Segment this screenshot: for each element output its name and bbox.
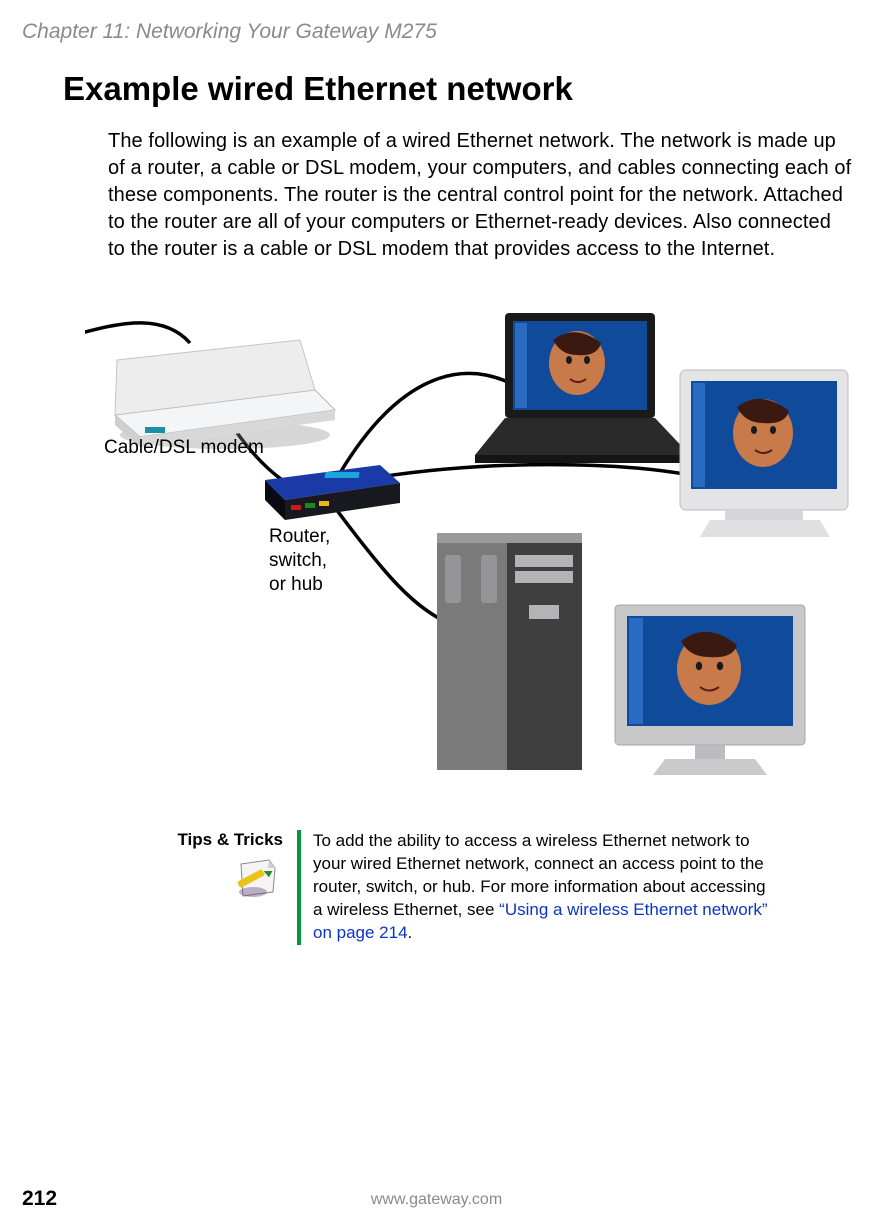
modem-label: Cable/DSL modem: [104, 437, 264, 459]
tips-text-after: .: [408, 923, 413, 942]
pencil-note-icon: [235, 858, 283, 900]
router-label: Router, switch, or hub: [269, 525, 330, 596]
footer-url: www.gateway.com: [0, 1191, 873, 1209]
network-diagram: [85, 305, 855, 785]
chapter-header: Chapter 11: Networking Your Gateway M275: [22, 20, 437, 44]
router-label-line2: switch,: [269, 550, 327, 571]
modem-device: [115, 340, 335, 449]
router-label-line1: Router,: [269, 526, 330, 547]
router-device: [265, 465, 400, 520]
tips-block: Tips & Tricks To add the ability to acce…: [148, 830, 768, 945]
router-label-line3: or hub: [269, 574, 323, 595]
lcd-monitor-device: [615, 605, 805, 775]
page-title: Example wired Ethernet network: [63, 70, 573, 108]
crt-monitor-device: [680, 370, 848, 537]
intro-paragraph: The following is an example of a wired E…: [108, 128, 853, 263]
laptop-device: [475, 313, 690, 463]
tips-title: Tips & Tricks: [148, 830, 283, 850]
tower-device: [437, 533, 582, 770]
tips-accent-bar: [297, 830, 301, 945]
tips-body: To add the ability to access a wireless …: [313, 830, 768, 945]
